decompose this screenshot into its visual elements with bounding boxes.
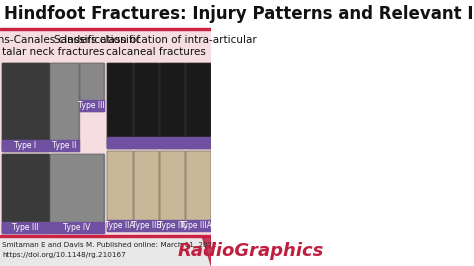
Bar bbox=[108, 151, 133, 231]
Bar bbox=[50, 63, 79, 151]
Bar bbox=[2, 63, 49, 151]
Bar bbox=[186, 63, 211, 148]
Bar bbox=[0, 30, 210, 235]
Text: Type IIA: Type IIA bbox=[105, 221, 135, 230]
Bar bbox=[2, 154, 49, 233]
Bar bbox=[2, 63, 49, 151]
Bar bbox=[2, 140, 49, 151]
Bar bbox=[2, 154, 49, 233]
Polygon shape bbox=[202, 237, 210, 266]
Bar bbox=[160, 220, 185, 231]
Bar bbox=[134, 63, 159, 148]
Bar bbox=[80, 63, 104, 111]
Text: Type III: Type III bbox=[78, 101, 105, 110]
Bar bbox=[134, 151, 159, 231]
Bar bbox=[108, 63, 133, 148]
Text: Type II: Type II bbox=[52, 141, 76, 150]
Text: Type III: Type III bbox=[12, 223, 39, 232]
Bar bbox=[108, 63, 133, 148]
Text: RadioGraphics: RadioGraphics bbox=[178, 242, 324, 260]
Bar bbox=[186, 220, 211, 231]
Bar bbox=[50, 140, 79, 151]
Bar bbox=[50, 154, 104, 233]
Text: Sanders classification of intra-articular
calcaneal fractures: Sanders classification of intra-articula… bbox=[54, 35, 257, 57]
Bar bbox=[186, 137, 211, 148]
Bar bbox=[134, 220, 159, 231]
Bar bbox=[80, 63, 104, 111]
Bar bbox=[160, 151, 185, 231]
Bar bbox=[0, 235, 210, 237]
Bar bbox=[50, 154, 104, 233]
Text: Type IIIAB: Type IIIAB bbox=[180, 221, 217, 230]
Bar bbox=[80, 100, 104, 111]
Bar bbox=[0, 0, 210, 28]
Bar bbox=[186, 63, 211, 148]
Bar bbox=[160, 151, 185, 231]
Bar bbox=[186, 151, 211, 231]
Bar bbox=[2, 222, 49, 233]
Bar bbox=[134, 63, 159, 148]
Bar bbox=[160, 63, 185, 148]
Text: Hawkins-Canales classification of
talar neck fractures: Hawkins-Canales classification of talar … bbox=[0, 35, 140, 57]
Text: Type IIC: Type IIC bbox=[158, 221, 187, 230]
Bar bbox=[50, 222, 104, 233]
Bar bbox=[160, 137, 185, 148]
Text: Type I: Type I bbox=[15, 141, 36, 150]
Bar bbox=[186, 151, 211, 231]
Bar bbox=[0, 237, 210, 266]
Bar bbox=[134, 151, 159, 231]
Bar bbox=[108, 220, 133, 231]
Bar bbox=[160, 63, 185, 148]
Text: Hindfoot Fractures: Injury Patterns and Relevant Imaging Findings: Hindfoot Fractures: Injury Patterns and … bbox=[3, 5, 474, 23]
Bar bbox=[0, 28, 210, 30]
Text: https://doi.org/10.1148/rg.210167: https://doi.org/10.1148/rg.210167 bbox=[2, 252, 126, 258]
Bar bbox=[108, 137, 133, 148]
Bar bbox=[108, 151, 133, 231]
Bar bbox=[134, 137, 159, 148]
Bar bbox=[50, 63, 79, 151]
Text: Type IIB: Type IIB bbox=[132, 221, 161, 230]
Text: Type IV: Type IV bbox=[63, 223, 91, 232]
Text: Smitaman E and Davis M. Published online: March 11, 2022: Smitaman E and Davis M. Published online… bbox=[2, 242, 217, 248]
